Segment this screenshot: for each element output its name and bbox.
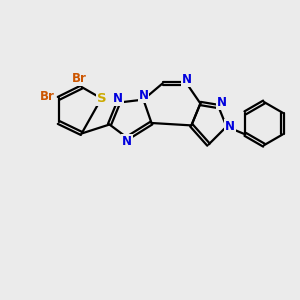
- Text: Br: Br: [72, 72, 87, 85]
- Text: N: N: [225, 120, 235, 133]
- Text: N: N: [122, 135, 132, 148]
- Text: S: S: [97, 92, 106, 105]
- Text: N: N: [138, 89, 148, 102]
- Text: N: N: [217, 96, 227, 110]
- Text: Br: Br: [40, 90, 55, 104]
- Text: N: N: [113, 92, 123, 106]
- Text: N: N: [182, 73, 192, 86]
